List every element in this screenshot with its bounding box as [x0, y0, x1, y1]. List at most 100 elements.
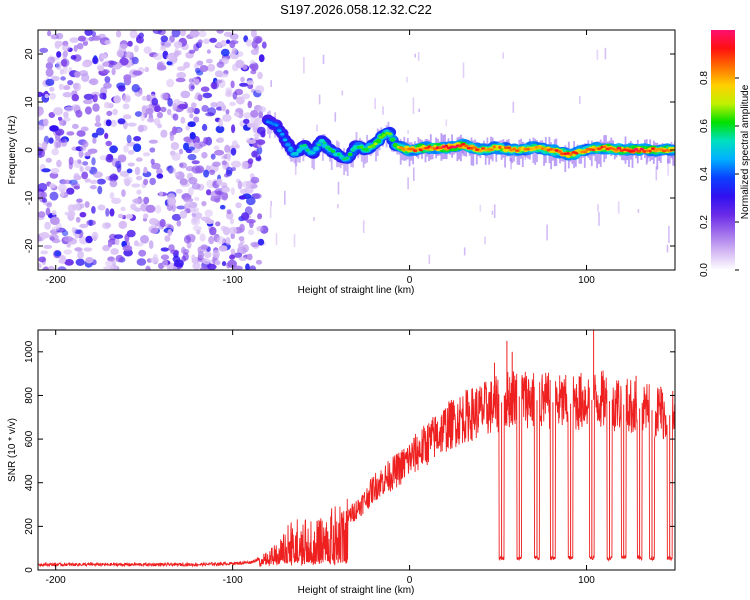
spectrogram-noise-cell: [255, 259, 263, 265]
spectrogram-noise-cell: [202, 92, 213, 99]
spectrogram-noise-cell: [135, 242, 144, 247]
spectrogram-noise-cell: [74, 229, 82, 235]
spectrogram-noise-cell: [49, 183, 56, 189]
spectrogram-ridge-cell: [382, 134, 387, 137]
spectrogram-noise-cell: [45, 78, 55, 86]
spectrogram-noise-cell: [189, 30, 200, 38]
spectrogram-noise-cell: [256, 139, 266, 145]
spectrogram-ridge-halo: [631, 143, 634, 168]
spectrogram-noise-cell: [256, 226, 264, 232]
spectrogram-noise-cell: [127, 40, 133, 47]
spectrogram-noise-cell: [136, 36, 144, 44]
spectrogram-ridge-cell: [560, 152, 565, 156]
spectrogram-noise-cell: [159, 219, 166, 228]
spectrogram-noise-cell: [221, 187, 231, 193]
spectrogram-noise-cell: [171, 213, 182, 221]
spectrogram-noise-cell: [53, 107, 63, 116]
spectrogram-ridge-cell: [656, 147, 661, 151]
spectrogram-ridge-cell: [566, 152, 571, 155]
spectrogram-ridge-cell: [337, 152, 341, 156]
spectrogram-ridge-cell: [543, 147, 548, 151]
spectrogram-ridge-cell: [342, 157, 347, 161]
spectrogram-noise-cell: [221, 191, 229, 201]
spectrogram-noise-cell: [114, 238, 120, 246]
spectrogram-noise-cell: [249, 63, 257, 69]
spectrogram-noise-cell: [94, 122, 102, 127]
spectrogram-streak: [413, 167, 415, 181]
spectrogram-noise-cell: [117, 118, 126, 125]
snr-y-tick-label: 600: [24, 430, 35, 447]
spectrogram-noise-cell: [216, 178, 221, 186]
spectrogram-noise-cell: [222, 114, 232, 122]
spectrogram-noise-cell: [164, 235, 171, 242]
spectrogram-x-tick-label: -200: [46, 275, 66, 286]
spectrogram-noise-cell: [229, 101, 236, 107]
spectrogram-noise-cell: [57, 266, 67, 270]
spectrogram-noise-cell: [148, 139, 158, 144]
spectrogram-noise-cell: [132, 70, 143, 76]
spectrogram-noise-cell: [192, 225, 202, 232]
spectrogram-noise-cell: [198, 30, 207, 38]
spectrogram-noise-cell: [189, 113, 194, 119]
spectrogram-noise-cell: [225, 109, 230, 115]
spectrogram-noise-cell: [179, 162, 188, 169]
spectrogram-noise-cell: [63, 249, 72, 255]
spectrogram-noise-cell: [202, 258, 211, 265]
spectrogram-noise-cell: [166, 53, 176, 62]
spectrogram-noise-cell: [76, 130, 86, 137]
spectrogram-noise-cell: [127, 122, 137, 127]
spectrogram-noise-cell: [209, 169, 216, 175]
spectrogram-ridge-cell: [271, 122, 277, 126]
spectrogram-ridge-cell: [639, 147, 644, 151]
spectrogram-noise-cell: [134, 45, 139, 53]
spectrogram-noise-cell: [38, 211, 46, 218]
spectrogram-noise-cell: [222, 226, 231, 236]
spectrogram-noise-cell: [199, 65, 209, 72]
spectrogram-noise-cell: [68, 156, 74, 166]
spectrogram-streak: [598, 212, 600, 226]
spectrogram-noise-cell: [143, 166, 148, 174]
snr-background: [38, 330, 675, 570]
spectrogram-noise-cell: [241, 93, 251, 100]
spectrogram-noise-cell: [60, 188, 65, 197]
spectrogram-noise-cell: [167, 229, 173, 236]
spectrogram-streak: [666, 244, 669, 253]
spectrogram-noise-cell: [77, 159, 82, 165]
spectrogram-noise-cell: [226, 152, 231, 162]
spectrogram-noise-cell: [60, 76, 66, 81]
spectrogram-noise-cell: [56, 159, 62, 168]
spectrogram-noise-cell: [212, 249, 220, 259]
spectrogram-ridge-cell: [648, 149, 652, 153]
spectrogram-ridge-cell: [297, 148, 302, 152]
spectrogram-streak: [270, 80, 272, 87]
spectrogram-noise-cell: [69, 37, 79, 43]
spectrogram-ridge-cell: [285, 143, 291, 147]
spectrogram-ridge-cell: [373, 142, 378, 146]
spectrogram-noise-cell: [115, 160, 122, 169]
spectrogram-noise-cell: [188, 82, 195, 92]
spectrogram-noise-cell: [249, 265, 256, 270]
spectrogram-noise-cell: [240, 188, 248, 195]
spectrogram-noise-cell: [177, 128, 182, 133]
spectrogram-noise-cell: [85, 257, 94, 264]
spectrogram-noise-cell: [125, 213, 133, 220]
spectrogram-noise-cell: [131, 183, 141, 188]
spectrogram-ridge-cell: [458, 144, 463, 148]
spectrogram-noise-cell: [154, 105, 162, 113]
spectrogram-streak: [491, 210, 494, 215]
spectrogram-noise-cell: [218, 245, 228, 252]
spectrogram-ridge-cell: [314, 146, 319, 150]
spectrogram-noise-cell: [38, 91, 43, 98]
spectrogram-streak: [668, 226, 670, 243]
spectrogram-noise-cell: [150, 227, 159, 234]
spectrogram-noise-cell: [191, 254, 196, 261]
spectrogram-noise-cell: [110, 248, 119, 255]
spectrogram-noise-cell: [255, 156, 262, 162]
spectrogram-streak: [637, 209, 640, 213]
spectrogram-ridge-cell: [492, 145, 497, 149]
spectrogram-noise-cell: [172, 113, 179, 121]
spectrogram-ridge-cell: [331, 150, 336, 153]
spectrogram-noise-cell: [226, 39, 231, 44]
spectrogram-noise-cell: [207, 63, 216, 72]
